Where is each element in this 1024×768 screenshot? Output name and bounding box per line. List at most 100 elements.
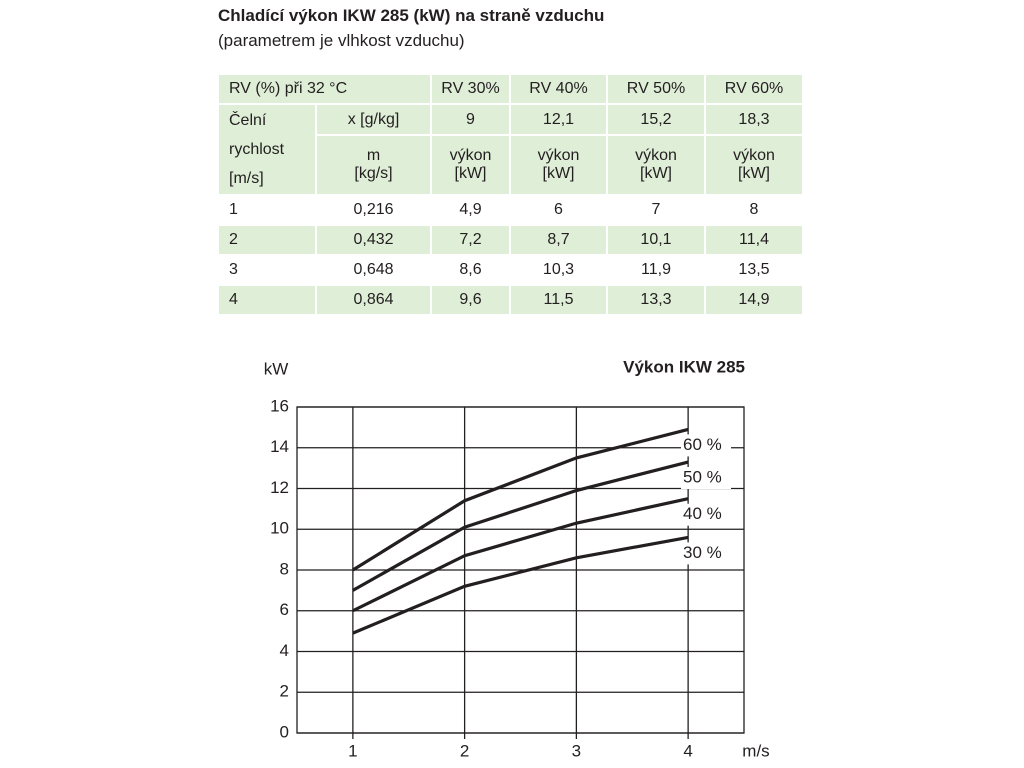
header-cell: RV 60% — [706, 75, 802, 103]
series-line — [352, 460, 689, 592]
data-cell: 0,216 — [317, 196, 430, 224]
cell-text: 12,1 — [542, 110, 575, 128]
chart-title: Výkon IKW 285 — [623, 357, 745, 376]
y-tick-label: 2 — [280, 682, 289, 701]
data-cell: 14,9 — [706, 286, 802, 314]
series-line — [352, 427, 689, 572]
header-cell: RV (%) při 32 °C — [219, 75, 430, 103]
x-tick-label: 3 — [572, 741, 581, 760]
cell-text: 8,6 — [459, 261, 482, 278]
data-cell: 9,6 — [432, 286, 509, 314]
data-cell: 8,6 — [432, 256, 509, 284]
cell-text: 18,3 — [738, 110, 770, 128]
cell-text: 10,3 — [542, 261, 575, 278]
cell-text: 11,5 — [543, 291, 574, 308]
cell-text: 2 — [229, 231, 238, 248]
x-tick-label: 1 — [348, 741, 357, 760]
data-cell: 4,9 — [432, 196, 509, 224]
series-label: 60 % — [683, 435, 722, 454]
cell-text: [kW] — [640, 165, 672, 182]
unit-cell: výkon [kW] — [706, 136, 802, 194]
data-cell: 4 — [219, 286, 315, 314]
data-cell: 0,432 — [317, 226, 430, 254]
cell-text: 6 — [554, 201, 563, 218]
cell-text: [kg/s] — [354, 165, 393, 182]
cell-text: výkon — [537, 147, 580, 164]
row-label-cell: Čelní rychlost [m/s] — [219, 105, 315, 194]
cell-text: [kW] — [542, 165, 575, 182]
plot-frame — [296, 406, 745, 734]
cell-text: 15,2 — [640, 110, 672, 128]
y-tick-label: 12 — [270, 478, 289, 497]
data-cell: 0,864 — [317, 286, 430, 314]
data-cell: 1 — [219, 196, 315, 224]
cell-text: výkon — [733, 147, 775, 164]
cell-text: 14,9 — [738, 291, 770, 308]
data-cell: 11,5 — [511, 286, 606, 314]
cell-text: Čelní — [229, 112, 267, 129]
y-tick-label: 16 — [270, 396, 289, 415]
title: Chladící výkon IKW 285 (kW) na straně vz… — [218, 6, 605, 25]
x-cell: 12,1 — [511, 105, 606, 134]
label-background — [681, 434, 731, 457]
cell-text: 7 — [651, 201, 661, 218]
cell-text: 0,216 — [353, 201, 394, 218]
cell-text: 0,432 — [353, 231, 394, 248]
x-tick-label: 2 — [460, 741, 469, 760]
data-cell: 11,4 — [706, 226, 802, 254]
unit-cell: výkon [kW] — [432, 136, 509, 194]
cell-text: [kW] — [454, 165, 487, 182]
cell-text: 9,6 — [459, 291, 482, 308]
cell-text: RV 50% — [626, 80, 686, 97]
cell-text: 1 — [229, 201, 238, 218]
y-tick-label: 6 — [280, 600, 289, 619]
y-tick-label: 8 — [280, 559, 289, 578]
subtitle: (parametrem je vlhkost vzduchu) — [218, 31, 465, 50]
cell-text: rychlost — [229, 141, 285, 158]
x-cell: 15,2 — [608, 105, 704, 134]
x-axis-label: m/s — [742, 741, 769, 760]
cell-text: 0,864 — [353, 291, 394, 308]
y-axis-label: kW — [264, 359, 289, 378]
header-cell: RV 50% — [608, 75, 704, 103]
series-label: 40 % — [683, 504, 722, 523]
y-tick-label: 4 — [280, 641, 289, 660]
cell-text: [kW] — [738, 165, 770, 182]
cell-text: RV (%) při 32 °C — [229, 80, 348, 97]
cell-text: výkon — [449, 147, 492, 164]
data-cell: 0,648 — [317, 256, 430, 284]
unit-cell: výkon [kW] — [608, 136, 704, 194]
data-cell: 13,3 — [608, 286, 704, 314]
cell-text: [m/s] — [229, 170, 264, 187]
cell-text: 11,4 — [739, 231, 769, 248]
cell-text: RV 60% — [724, 80, 784, 97]
cell-text: RV 40% — [529, 80, 588, 97]
cell-text: 11,9 — [641, 261, 671, 278]
data-cell: 8 — [706, 196, 802, 224]
cell-text: m — [366, 147, 381, 164]
cell-text: RV 30% — [441, 80, 500, 97]
series-line — [352, 497, 689, 613]
data-cell: 13,5 — [706, 256, 802, 284]
data-cell: 6 — [511, 196, 606, 224]
data-cell: 8,7 — [511, 226, 606, 254]
cell-text: 4 — [229, 291, 238, 308]
x-cell: 18,3 — [706, 105, 802, 134]
y-tick-label: 14 — [270, 437, 289, 456]
x-tick-label: 4 — [683, 741, 692, 760]
unit-cell: výkon [kW] — [511, 136, 606, 194]
x-cell: 9 — [432, 105, 509, 134]
cell-text: 8 — [749, 201, 759, 218]
series-label: 30 % — [683, 543, 722, 562]
data-cell: 11,9 — [608, 256, 704, 284]
cell-text: 7,2 — [459, 231, 482, 248]
data-cell: 10,1 — [608, 226, 704, 254]
cell-text: 4,9 — [459, 201, 482, 218]
cell-text: 8,7 — [547, 231, 570, 248]
label-background — [681, 542, 731, 565]
series-line — [352, 535, 689, 635]
y-tick-label: 10 — [270, 519, 289, 538]
cell-text: 9 — [466, 110, 475, 128]
label-background — [681, 503, 731, 526]
